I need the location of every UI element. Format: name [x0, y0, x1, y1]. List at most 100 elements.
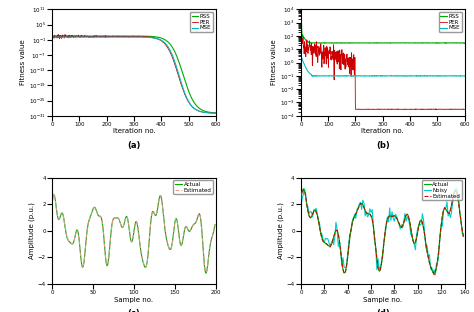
Line: MSE: MSE: [301, 56, 465, 76]
Estimated: [431, 273, 437, 276]
PER: [104, 35, 109, 38]
MSE: [213, 111, 219, 115]
Estimated: [203, 271, 209, 274]
PER: [451, 107, 457, 111]
Actual: [305, 209, 311, 213]
X-axis label: Iteration no.: Iteration no.: [113, 129, 155, 134]
Estimated: [461, 235, 466, 239]
Line: Estimated: Estimated: [301, 190, 464, 275]
Text: (d): (d): [376, 309, 390, 312]
RSS: [428, 41, 434, 45]
PER: [402, 108, 408, 111]
RSS: [49, 34, 55, 38]
Actual: [298, 197, 304, 201]
PER: [180, 87, 186, 91]
Line: Estimated: Estimated: [52, 194, 215, 272]
PER: [208, 111, 214, 115]
Text: (b): (b): [376, 141, 390, 150]
Line: Actual: Actual: [52, 194, 215, 273]
Line: Actual: Actual: [301, 189, 464, 273]
Legend: Actual, Noisy, Estimated: Actual, Noisy, Estimated: [422, 180, 462, 200]
Estimated: [305, 209, 311, 213]
RSS: [309, 41, 314, 45]
Estimated: [316, 218, 321, 222]
Line: PER: PER: [301, 37, 465, 110]
Actual: [309, 215, 314, 219]
MSE: [103, 35, 109, 39]
Actual: [60, 212, 65, 216]
Legend: RSS, PER, MSE: RSS, PER, MSE: [438, 12, 462, 32]
Noisy: [327, 244, 333, 248]
Estimated: [212, 222, 218, 226]
Noisy: [298, 206, 304, 209]
Actual: [203, 271, 209, 275]
Noisy: [432, 273, 438, 277]
Noisy: [314, 212, 320, 215]
MSE: [309, 73, 314, 76]
Actual: [81, 265, 86, 268]
Actual: [328, 243, 334, 246]
Estimated: [367, 212, 373, 216]
MSE: [49, 35, 55, 39]
PER: [352, 71, 358, 75]
MSE: [180, 85, 185, 89]
Y-axis label: Fitness value: Fitness value: [271, 40, 277, 85]
Estimated: [51, 192, 56, 196]
Actual: [316, 219, 321, 223]
Legend: RSS, PER, MSE: RSS, PER, MSE: [190, 12, 213, 32]
PER: [462, 108, 467, 111]
MSE: [60, 35, 65, 39]
MSE: [202, 110, 208, 114]
PER: [202, 111, 208, 115]
PER: [429, 108, 435, 111]
RSS: [462, 41, 467, 45]
Legend: Actual, Estimated: Actual, Estimated: [173, 180, 213, 194]
Actual: [93, 209, 99, 212]
PER: [329, 58, 335, 62]
Y-axis label: Fitness value: Fitness value: [20, 40, 26, 85]
Estimated: [93, 208, 99, 212]
Actual: [206, 257, 211, 261]
PER: [213, 111, 219, 115]
Actual: [212, 223, 218, 227]
PER: [211, 111, 217, 115]
RSS: [213, 111, 219, 115]
Estimated: [49, 202, 55, 206]
PER: [55, 33, 61, 37]
X-axis label: Sample no.: Sample no.: [363, 297, 402, 303]
Noisy: [366, 213, 372, 217]
MSE: [352, 74, 358, 78]
PER: [80, 34, 86, 38]
Actual: [49, 202, 55, 205]
RSS: [451, 41, 457, 45]
PER: [300, 36, 306, 39]
Text: (a): (a): [128, 141, 141, 150]
Estimated: [60, 212, 65, 215]
Estimated: [206, 256, 211, 260]
Noisy: [379, 260, 384, 264]
RSS: [298, 7, 304, 11]
Estimated: [380, 252, 385, 256]
Line: Noisy: Noisy: [301, 188, 464, 275]
Noisy: [454, 186, 459, 190]
PER: [457, 107, 463, 111]
Line: RSS: RSS: [52, 36, 216, 113]
Actual: [57, 217, 63, 221]
Estimated: [301, 188, 306, 192]
Actual: [199, 229, 205, 233]
MSE: [208, 111, 213, 115]
Actual: [51, 193, 56, 196]
Noisy: [461, 233, 466, 236]
MSE: [451, 74, 457, 78]
RSS: [457, 41, 463, 45]
MSE: [457, 74, 463, 78]
Actual: [461, 235, 466, 238]
Noisy: [304, 205, 310, 208]
Actual: [367, 212, 373, 216]
MSE: [298, 54, 304, 58]
PER: [60, 35, 65, 39]
X-axis label: Sample no.: Sample no.: [114, 297, 154, 303]
Estimated: [298, 197, 304, 201]
X-axis label: Iteration no.: Iteration no.: [361, 129, 404, 134]
Actual: [431, 271, 437, 275]
